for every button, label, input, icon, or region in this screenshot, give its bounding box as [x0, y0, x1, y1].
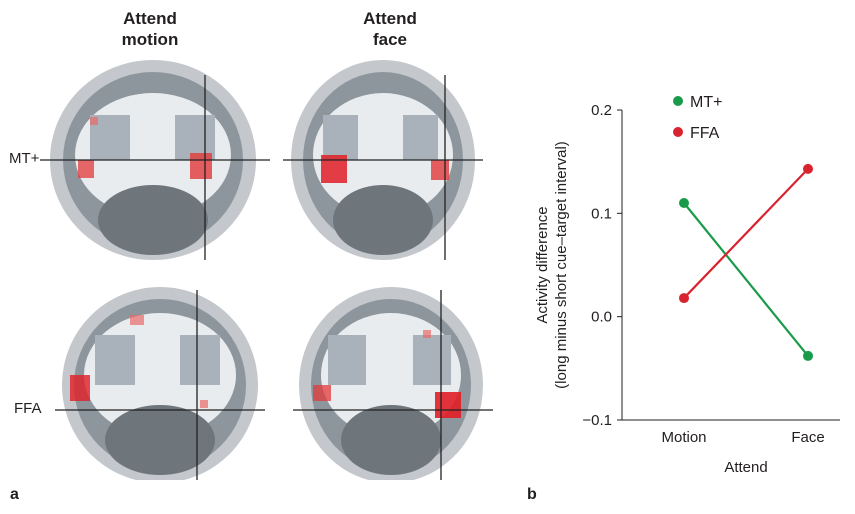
- brain-scan-ffa-attend-motion: [55, 287, 265, 480]
- x-axis-label: Attend: [724, 459, 767, 476]
- column-title-line2: face: [372, 30, 408, 49]
- series-line-ffa: [683, 168, 809, 299]
- legend-marker: [673, 96, 683, 106]
- data-point-mt-motion: [679, 198, 689, 208]
- y-axis-label: Activity difference: [534, 206, 551, 323]
- panel-letter-a: a: [10, 486, 19, 503]
- column-title-line2: motion: [121, 30, 179, 49]
- legend-label: MT+: [690, 94, 722, 111]
- series-line-mt: [683, 202, 809, 357]
- column-title-attend-motion: Attend motion: [95, 8, 205, 50]
- chart-axes: −0.1 0.0 0.1 0.2 Motion Face Attend Activity di…: [534, 102, 840, 476]
- y-tick-label: 0.2: [591, 102, 612, 119]
- x-tick-label: Motion: [661, 429, 706, 446]
- y-tick-label: −0.1: [582, 412, 612, 429]
- brain-scan-mt-attend-face: [283, 60, 483, 260]
- column-title-attend-face: Attend face: [335, 8, 445, 50]
- activity-difference-chart: −0.1 0.0 0.1 0.2 Motion Face Attend Activity di…: [534, 94, 840, 476]
- chart-legend: MT+ FFA: [673, 94, 722, 142]
- legend-label: FFA: [690, 125, 720, 142]
- data-point-mt-face: [803, 350, 813, 361]
- brain-scan-mt-attend-motion: [40, 60, 270, 260]
- data-point-ffa-motion: [679, 293, 689, 304]
- row-label-mt: MT+: [9, 150, 40, 167]
- y-axis-label-line2: (long minus short cue–target interval): [553, 141, 570, 389]
- row-label-ffa: FFA: [14, 400, 42, 417]
- chart-marks: [679, 163, 813, 361]
- panel-letter-b: b: [527, 486, 537, 503]
- y-tick-label: 0.1: [591, 205, 612, 222]
- brain-scan-ffa-attend-face: [293, 287, 493, 480]
- data-point-ffa-face: [803, 163, 813, 174]
- x-tick-label: Face: [791, 429, 824, 446]
- column-title-line1: Attend: [123, 9, 177, 28]
- y-tick-label: 0.0: [591, 309, 612, 326]
- column-title-line1: Attend: [363, 9, 417, 28]
- legend-marker: [673, 127, 683, 137]
